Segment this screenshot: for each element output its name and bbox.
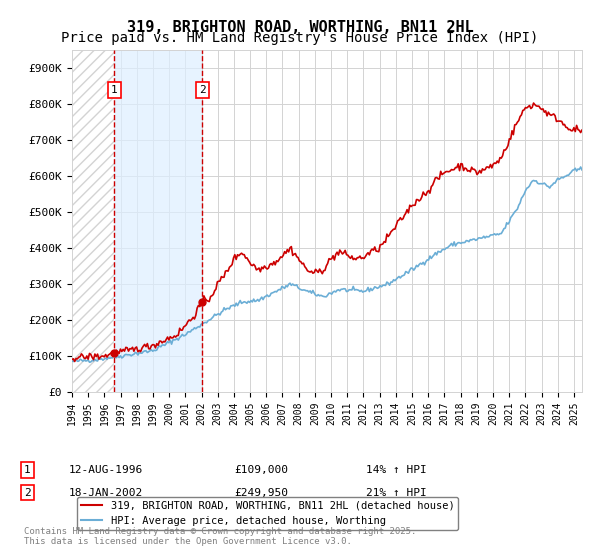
Text: 2: 2	[199, 85, 206, 95]
Text: 14% ↑ HPI: 14% ↑ HPI	[366, 465, 427, 475]
Text: 1: 1	[24, 465, 31, 475]
Text: 1: 1	[111, 85, 118, 95]
Text: 2: 2	[24, 488, 31, 498]
Text: Price paid vs. HM Land Registry's House Price Index (HPI): Price paid vs. HM Land Registry's House …	[61, 31, 539, 45]
Text: £109,000: £109,000	[234, 465, 288, 475]
Text: 18-JAN-2002: 18-JAN-2002	[69, 488, 143, 498]
Text: 21% ↑ HPI: 21% ↑ HPI	[366, 488, 427, 498]
Text: 12-AUG-1996: 12-AUG-1996	[69, 465, 143, 475]
Legend: 319, BRIGHTON ROAD, WORTHING, BN11 2HL (detached house), HPI: Average price, det: 319, BRIGHTON ROAD, WORTHING, BN11 2HL (…	[77, 497, 458, 530]
Text: £249,950: £249,950	[234, 488, 288, 498]
Text: Contains HM Land Registry data © Crown copyright and database right 2025.
This d: Contains HM Land Registry data © Crown c…	[24, 526, 416, 546]
Text: 319, BRIGHTON ROAD, WORTHING, BN11 2HL: 319, BRIGHTON ROAD, WORTHING, BN11 2HL	[127, 20, 473, 35]
